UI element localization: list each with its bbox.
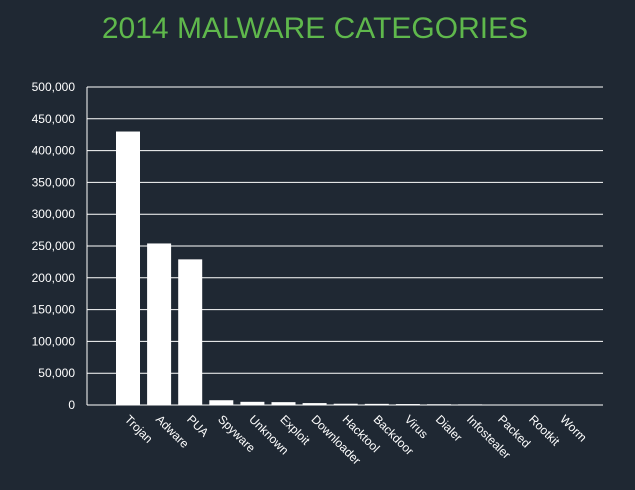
y-tick-label: 500,000: [32, 80, 76, 94]
bar: [364, 403, 389, 405]
bar: [209, 400, 234, 405]
x-tick-label: PUA: [184, 412, 211, 439]
y-tick-label: 250,000: [32, 239, 76, 253]
y-tick-label: 300,000: [32, 207, 76, 221]
bar: [240, 401, 265, 405]
y-tick-label: 100,000: [32, 334, 76, 348]
bar: [271, 402, 296, 405]
y-tick-label: 50,000: [38, 366, 75, 380]
axes: [86, 87, 603, 406]
bar: [178, 259, 203, 405]
y-axis-ticks: 0 50,000 100,000 150,000 200,000 250,000 300,0…: [32, 80, 76, 412]
bar: [302, 403, 327, 405]
x-tick-label: Dialer: [433, 412, 465, 444]
bar: [116, 131, 140, 405]
y-tick-label: 200,000: [32, 271, 76, 285]
x-tick-label: Worm: [557, 412, 589, 444]
y-tick-label: 350,000: [32, 175, 76, 189]
y-tick-label: 150,000: [32, 303, 76, 317]
y-tick-label: 0: [68, 398, 75, 412]
chart-title: 2014 MALWARE CATEGORIES: [101, 12, 529, 45]
bar: [333, 403, 358, 405]
bar: [147, 243, 172, 405]
grid-layer: [87, 86, 603, 374]
y-tick-label: 400,000: [32, 144, 76, 158]
y-tick-label: 450,000: [32, 112, 76, 126]
x-tick-label: Rootkit: [526, 412, 563, 449]
bars: [116, 131, 576, 406]
x-tick-label: Trojan: [122, 412, 156, 446]
x-tick-label: Adware: [153, 412, 192, 451]
